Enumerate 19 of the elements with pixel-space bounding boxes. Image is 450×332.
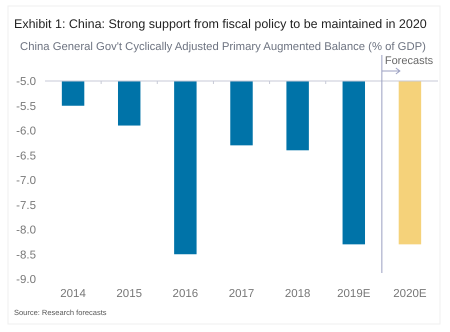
x-tick-label: 2019E <box>337 288 371 300</box>
y-tick-label: -6.5 <box>16 150 36 162</box>
y-tick-label: -5.0 <box>16 76 36 88</box>
y-tick-label: -8.0 <box>16 224 36 237</box>
y-tick-label: -6.0 <box>16 126 36 138</box>
x-tick-label: 2017 <box>228 288 254 300</box>
y-tick-label: -9.0 <box>16 274 36 286</box>
y-tick-label: -8.5 <box>16 249 36 262</box>
chart-subtitle: China General Gov't Cyclically Adjusted Primary Augmented Balance (% of GDP) <box>20 41 426 53</box>
text: Forecasts <box>384 55 434 67</box>
x-tick-label: 2020E <box>393 288 427 300</box>
x-tick-label: 2018 <box>284 288 310 300</box>
x-tick-label: 2015 <box>116 288 142 300</box>
x-tick-label: 2014 <box>60 288 86 300</box>
y-tick-label: -5.5 <box>16 100 36 113</box>
y-tick-label: -7.5 <box>16 200 36 212</box>
x-tick-label: 2016 <box>172 288 198 300</box>
y-tick-label: -7.0 <box>16 175 36 188</box>
chart-title: Exhibit 1: China: Strong support from fiscal policy to be maintained in 2020 <box>14 17 427 31</box>
